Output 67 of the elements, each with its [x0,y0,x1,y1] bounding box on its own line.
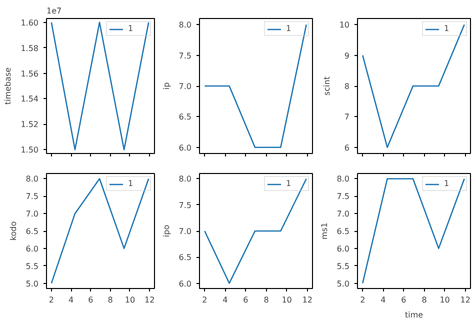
y-tick-label: 1.56 [20,69,38,78]
y-tick-label: 6.5 [336,227,350,236]
legend-label: 1 [444,24,450,33]
y-axis-title: scint [322,76,332,96]
y-tick-label: 7.0 [26,210,39,219]
x-tick-label: 10 [124,296,136,304]
y-tick-label: 7.5 [336,192,350,202]
x-tick-label: 6 [88,296,94,304]
y-tick-label: 8.0 [178,174,192,184]
x-tick-label: 2 [360,296,366,304]
x-tick-label: 4 [68,296,74,304]
y-tick-label: 5.0 [336,279,350,288]
y-axis-title: timebase [4,67,13,105]
y-tick-label: 7.5 [178,200,192,210]
x-tick-label: 4 [222,296,228,304]
x-tick-label: 6 [401,296,406,304]
x-tick-label: 12 [302,296,312,304]
y-tick-label: 6 [344,143,350,152]
y-tick-label: 7.0 [336,210,350,219]
y-tick-label: 6.5 [26,227,39,236]
y-tick-label: 6.0 [178,143,192,152]
x-tick-label: 12 [144,296,155,304]
legend-label: 1 [128,24,134,33]
y-tick-label: 9 [344,51,350,60]
y-tick-label: 10 [339,20,350,30]
x-axis-title: time [404,310,424,320]
legend-label: 1 [128,179,134,188]
y-tick-label: 6.5 [178,112,192,122]
y-tick-label: 6.0 [336,244,350,254]
y-axis-title: kodo [8,221,18,241]
y-tick-label: 5.5 [336,262,350,271]
y-tick-label: 7 [344,112,350,122]
y-tick-label: 6.5 [178,253,192,262]
y-tick-label: 7.0 [178,82,192,91]
y-tick-label: 1.60 [20,18,38,28]
x-tick-label: 12 [460,296,470,304]
x-tick-label: 8 [264,296,269,304]
y-tick-label: 8.0 [26,174,39,184]
y-tick-label: 1.54 [20,94,38,104]
y-tick-label: 7.0 [178,227,192,236]
y-tick-label: 7.5 [178,51,192,60]
legend-label: 1 [286,24,292,33]
x-tick-label: 2 [48,296,54,304]
y-tick-label: 6.0 [26,244,39,254]
y-axis-title: ms1 [320,222,329,240]
y-axis-title: ip [162,82,171,90]
y-tick-label: 8 [344,82,350,91]
y-tick-label: 1.58 [20,44,38,53]
y-tick-label: 5.0 [26,279,39,288]
legend-label: 1 [444,179,450,188]
y-tick-label: 1.52 [20,120,38,130]
text: 1e7 [46,6,62,16]
legend-label: 1 [286,179,292,188]
x-tick-label: 4 [380,296,386,304]
y-tick-label: 8.0 [336,174,350,184]
x-tick-label: 8 [422,296,427,304]
x-tick-label: 2 [202,296,208,304]
x-tick-label: 10 [282,296,292,304]
y-tick-label: 8.0 [178,20,192,30]
y-axis-title: ipo [162,224,171,238]
y-tick-label: 7.5 [26,192,39,202]
y-tick-label: 6.0 [178,279,192,288]
y-tick-label: 1.50 [20,146,38,155]
x-tick-label: 10 [440,296,450,304]
x-tick-label: 6 [243,296,248,304]
y-tick-label: 5.5 [26,262,39,271]
x-tick-label: 8 [108,296,113,304]
